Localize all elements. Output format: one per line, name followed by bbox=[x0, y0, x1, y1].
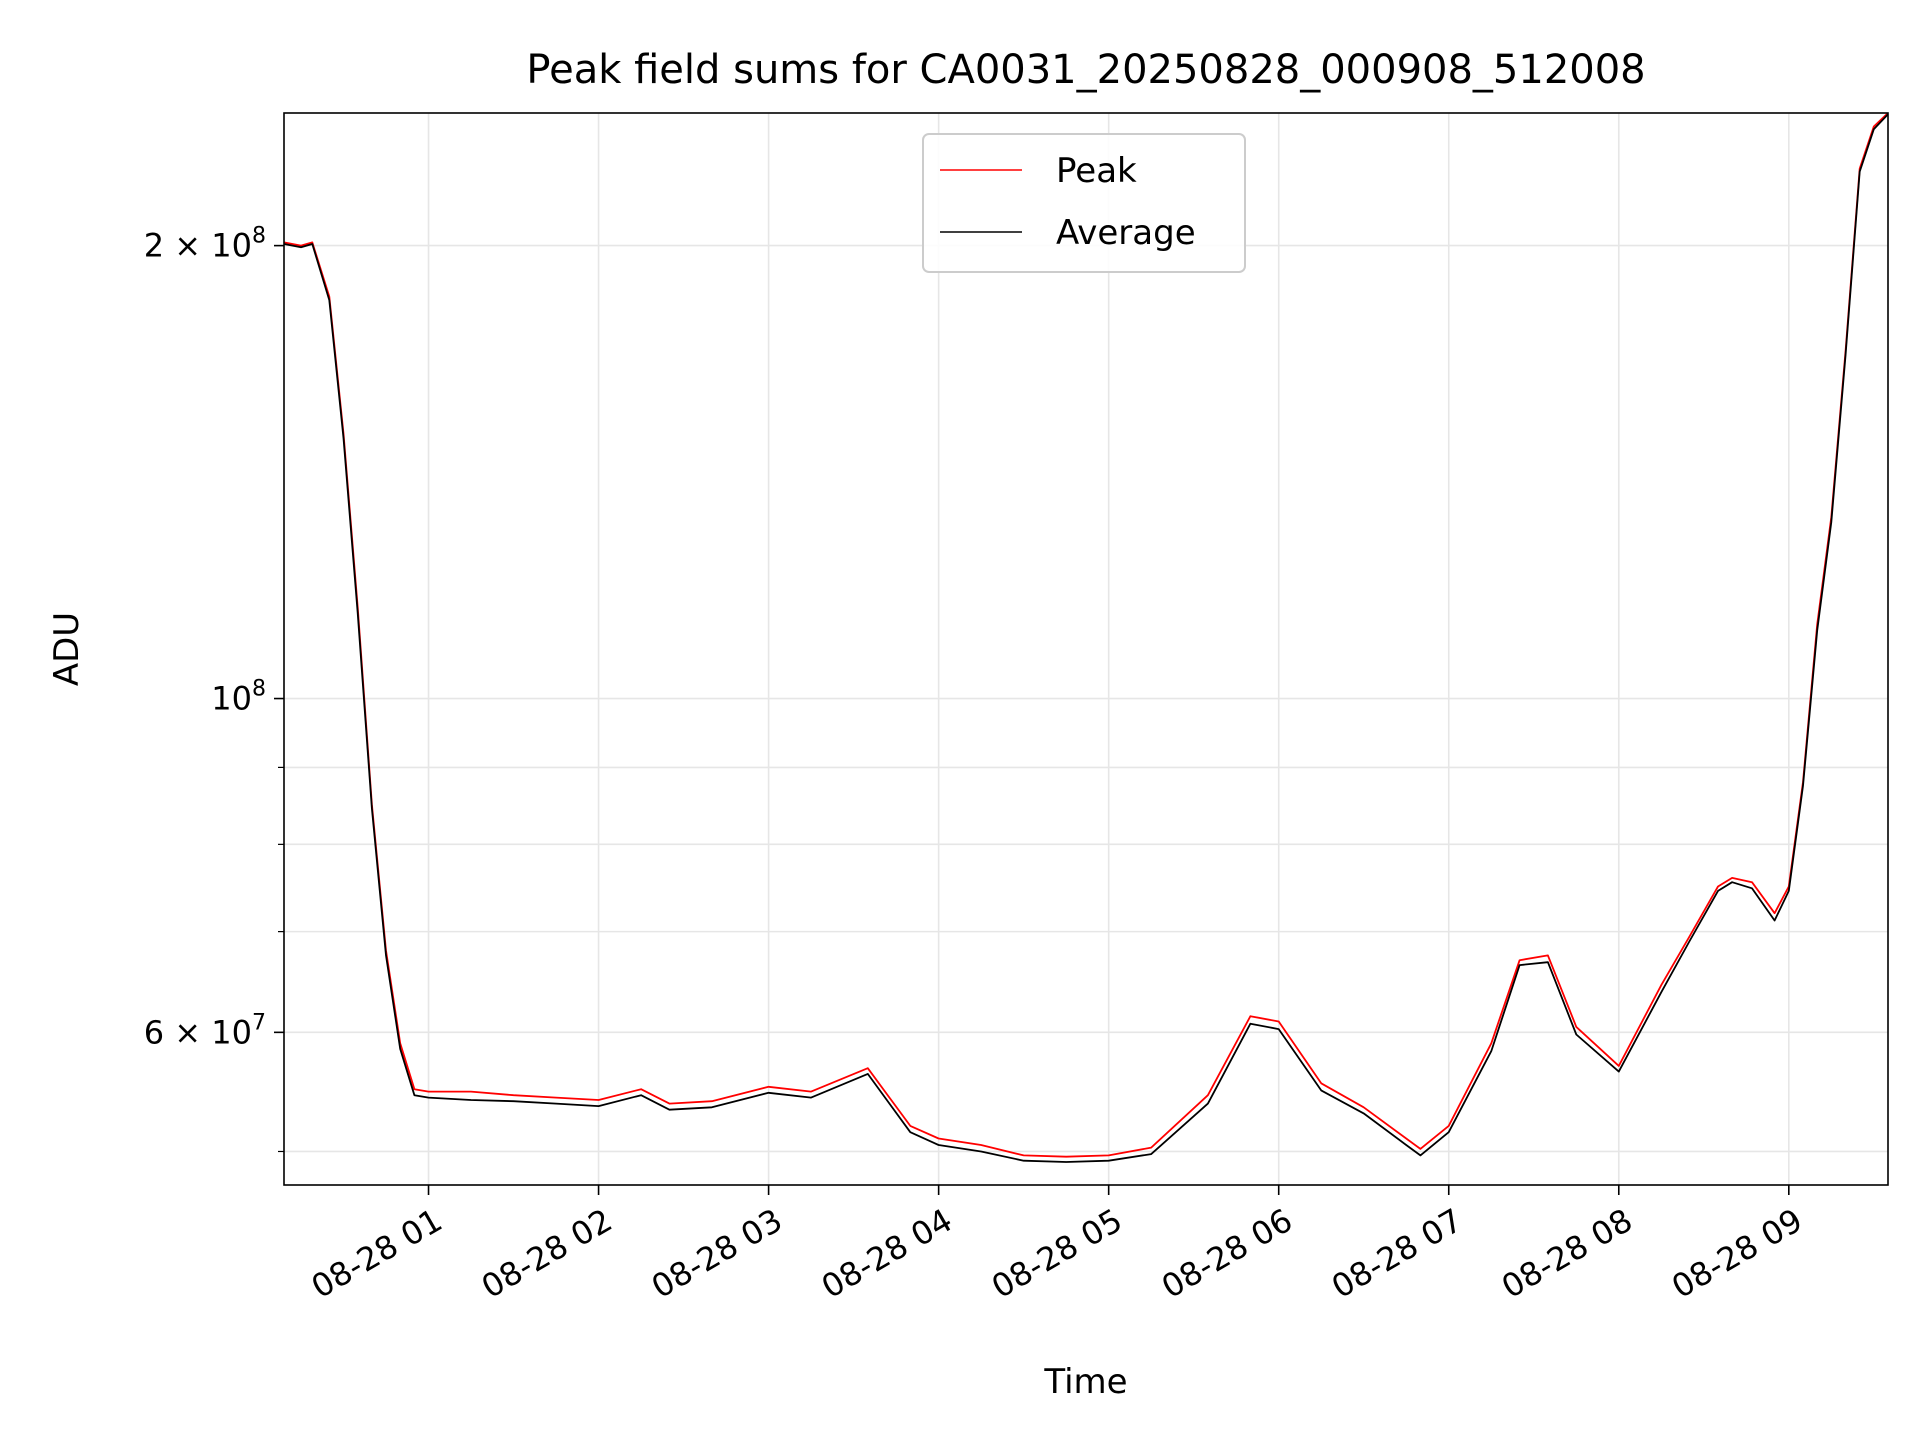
y-tick-label: 108 bbox=[211, 677, 266, 718]
series-line-average bbox=[283, 113, 1889, 1163]
y-tick-ten: 10 bbox=[211, 680, 252, 718]
series-line-peak bbox=[283, 112, 1889, 1158]
y-tick-times: × 10 bbox=[164, 227, 252, 265]
legend-box bbox=[922, 133, 1246, 273]
y-tick-label: 6 × 107 bbox=[144, 1010, 266, 1051]
y-axis-label: ADU bbox=[47, 612, 87, 686]
y-tick-base: 6 bbox=[144, 1013, 164, 1051]
y-tick-exponent: 8 bbox=[252, 224, 266, 249]
grid bbox=[284, 113, 1888, 1185]
y-tick-exponent: 7 bbox=[252, 1010, 266, 1035]
legend: Peak Average bbox=[922, 133, 1246, 273]
chart-title: Peak field sums for CA0031_20250828_0009… bbox=[526, 47, 1645, 93]
y-tick-exponent: 8 bbox=[252, 677, 266, 702]
y-tick-times: × 10 bbox=[164, 1013, 252, 1051]
y-tick-base: 2 bbox=[144, 227, 164, 265]
plot-frame bbox=[283, 112, 1889, 1186]
series-lines bbox=[283, 112, 1889, 1163]
legend-label-peak: Peak bbox=[1056, 151, 1137, 191]
x-axis-label: Time bbox=[1043, 1362, 1127, 1402]
y-tick-label: 2 × 108 bbox=[144, 224, 266, 265]
legend-label-average: Average bbox=[1056, 213, 1196, 253]
